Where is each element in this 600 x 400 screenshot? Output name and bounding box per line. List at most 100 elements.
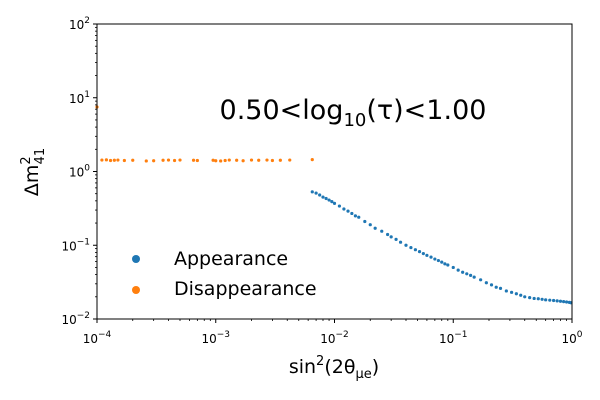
data-point-appearance — [479, 278, 483, 282]
data-point-appearance — [342, 207, 346, 211]
data-point-appearance — [425, 253, 429, 257]
data-point-appearance — [558, 299, 563, 303]
data-point-appearance — [314, 191, 318, 195]
data-point-appearance — [552, 298, 556, 303]
legend-marker-disappearance — [132, 286, 140, 294]
data-point-appearance — [368, 223, 372, 227]
data-point-appearance — [380, 229, 384, 233]
y-tick-label: 10−2 — [61, 311, 90, 327]
data-point-appearance — [436, 258, 441, 263]
data-point-appearance — [472, 275, 476, 279]
data-point-appearance — [386, 232, 390, 237]
data-point-disappearance — [131, 158, 135, 162]
y-axis-ticks: 10−2 10−1 100 101 102 — [61, 16, 97, 327]
data-point-appearance — [484, 281, 488, 285]
data-point-disappearance — [152, 159, 156, 163]
data-point-appearance — [498, 286, 503, 290]
y-tick-label: 10−1 — [61, 237, 90, 253]
data-point-disappearance — [100, 158, 104, 162]
data-point-appearance — [350, 211, 354, 216]
y-tick-label: 101 — [69, 90, 90, 106]
data-point-appearance — [413, 248, 417, 252]
data-point-appearance — [469, 273, 473, 278]
data-point-appearance — [510, 290, 514, 294]
data-point-appearance — [337, 204, 342, 208]
data-point-disappearance — [249, 158, 254, 162]
data-point-disappearance — [278, 158, 282, 162]
y-axis-label: Δm241 — [19, 148, 48, 196]
data-point-appearance — [421, 252, 425, 256]
data-point-appearance — [324, 196, 328, 201]
data-point-appearance — [394, 237, 398, 242]
legend-marker-appearance — [132, 255, 140, 263]
data-point-disappearance — [166, 158, 171, 162]
data-point-appearance — [465, 272, 469, 276]
plot-frame — [96, 23, 573, 320]
data-point-appearance — [443, 262, 447, 266]
x-tick-label: 10−3 — [201, 330, 230, 346]
data-point-appearance — [417, 250, 422, 254]
data-point-appearance — [548, 298, 552, 302]
data-point-appearance — [540, 297, 544, 301]
x-axis-ticks: 10−4 10−3 10−2 10−1 100 — [83, 319, 583, 346]
data-point-disappearance — [112, 158, 116, 162]
data-point-appearance — [389, 235, 393, 239]
legend: Appearance Disappearance — [132, 248, 317, 300]
data-point-appearance — [555, 299, 559, 303]
data-point-appearance — [532, 296, 536, 301]
data-point-appearance — [321, 195, 325, 199]
scatter-points — [95, 105, 573, 305]
data-point-appearance — [429, 255, 433, 259]
data-point-disappearance — [270, 158, 275, 163]
data-point-appearance — [504, 289, 508, 293]
data-point-appearance — [373, 226, 377, 230]
data-point-appearance — [330, 200, 334, 204]
data-point-disappearance — [211, 158, 215, 162]
data-point-appearance — [519, 293, 523, 297]
data-point-appearance — [332, 201, 337, 205]
data-point-disappearance — [195, 158, 199, 163]
data-point-disappearance — [116, 158, 120, 162]
data-point-disappearance — [122, 158, 126, 163]
data-point-disappearance — [178, 158, 182, 162]
data-point-appearance — [433, 257, 437, 261]
data-point-appearance — [451, 265, 455, 270]
data-point-appearance — [363, 219, 367, 224]
data-point-disappearance — [191, 158, 196, 162]
data-point-disappearance — [235, 158, 239, 162]
data-point-disappearance — [310, 158, 314, 162]
data-point-appearance — [544, 298, 548, 302]
data-point-appearance — [456, 268, 460, 272]
range-annotation: 0.50<log10(τ)<1.00 — [220, 95, 487, 131]
data-point-disappearance — [257, 158, 261, 162]
data-point-appearance — [523, 295, 527, 299]
x-tick-label: 100 — [561, 330, 582, 346]
data-point-appearance — [318, 193, 322, 197]
legend-label-disappearance: Disappearance — [174, 278, 317, 300]
data-point-appearance — [536, 297, 540, 301]
data-point-appearance — [528, 296, 532, 300]
data-point-disappearance — [223, 158, 227, 163]
data-point-disappearance — [108, 158, 113, 163]
data-point-appearance — [440, 260, 444, 264]
data-point-disappearance — [161, 158, 165, 162]
data-point-disappearance — [214, 159, 218, 163]
data-point-disappearance — [219, 159, 223, 163]
data-point-disappearance — [227, 158, 231, 162]
data-point-disappearance — [265, 158, 269, 162]
x-axis-label: sin2(2θμe) — [289, 354, 379, 382]
y-tick-label: 100 — [69, 164, 90, 180]
data-point-appearance — [353, 214, 358, 218]
data-point-appearance — [461, 270, 465, 274]
y-tick-label: 102 — [69, 16, 90, 32]
data-point-disappearance — [241, 159, 245, 163]
data-point-disappearance — [104, 158, 108, 162]
data-point-disappearance — [144, 159, 148, 163]
data-point-appearance — [562, 300, 566, 304]
x-tick-label: 10−4 — [83, 330, 112, 346]
data-point-appearance — [327, 198, 331, 202]
data-point-disappearance — [288, 158, 292, 162]
legend-label-appearance: Appearance — [174, 248, 288, 270]
data-point-appearance — [404, 243, 408, 247]
